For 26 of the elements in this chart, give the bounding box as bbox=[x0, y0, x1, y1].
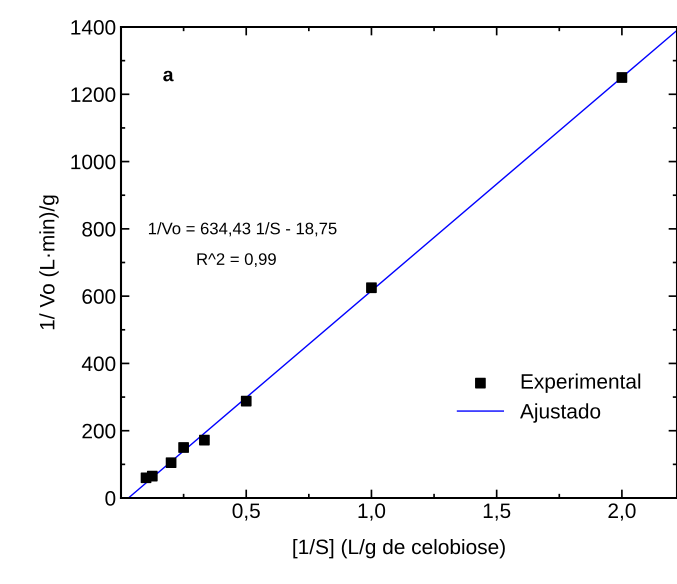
point bbox=[366, 282, 377, 294]
x-tick-label: 2,0 bbox=[608, 503, 636, 521]
x-tick-label: 0,5 bbox=[232, 503, 260, 521]
point bbox=[178, 442, 189, 453]
y-tick-label: 400 bbox=[82, 356, 116, 372]
annotation: 1/Vo = 634,43 1/S - 18,75 bbox=[148, 222, 336, 236]
point bbox=[146, 470, 158, 482]
y-tick-label: 1000 bbox=[71, 154, 116, 170]
annotation: a bbox=[163, 70, 174, 82]
point bbox=[166, 457, 176, 468]
point bbox=[616, 72, 628, 83]
point bbox=[240, 396, 252, 406]
y-tick-label: 1400 bbox=[71, 20, 116, 35]
y-tick-label: 200 bbox=[82, 424, 116, 438]
x-axis-title: [1/S] (L/g de celobiose) bbox=[293, 538, 505, 558]
y-tick-label: 0 bbox=[105, 491, 116, 506]
annotation: R^2 = 0,99 bbox=[197, 253, 276, 267]
y-tick-label: 600 bbox=[82, 289, 116, 304]
y-axis-title: 1/ Vo (L·min)/g bbox=[39, 196, 59, 330]
point bbox=[199, 434, 210, 446]
legend-label: Ajustado bbox=[520, 403, 600, 423]
legend-label: Experimental bbox=[522, 373, 640, 393]
y-tick-label: 1200 bbox=[71, 87, 116, 102]
x-tick-label: 1,5 bbox=[484, 504, 510, 521]
y-tick-label: 800 bbox=[82, 222, 116, 237]
x-tick-label: 1,0 bbox=[358, 503, 386, 521]
